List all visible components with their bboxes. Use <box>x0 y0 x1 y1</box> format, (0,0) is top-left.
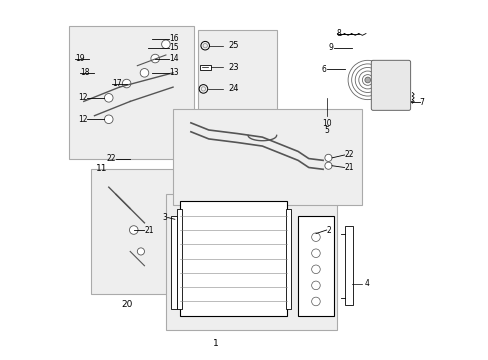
Circle shape <box>122 79 131 88</box>
Bar <box>344 226 353 305</box>
Text: 2: 2 <box>326 225 331 234</box>
Text: 1: 1 <box>213 339 218 348</box>
Text: 7: 7 <box>419 98 424 107</box>
Text: 24: 24 <box>228 84 239 93</box>
FancyBboxPatch shape <box>91 169 176 294</box>
Text: 5: 5 <box>324 126 328 135</box>
Text: 4: 4 <box>364 279 368 288</box>
Bar <box>176 208 182 309</box>
Circle shape <box>324 154 331 161</box>
Text: 8: 8 <box>336 29 340 38</box>
Text: 25: 25 <box>228 41 239 50</box>
Text: 11: 11 <box>96 164 107 173</box>
Text: 6: 6 <box>321 65 326 74</box>
Bar <box>171 216 176 309</box>
Circle shape <box>324 162 331 169</box>
Circle shape <box>311 233 320 242</box>
Text: 22: 22 <box>106 154 116 163</box>
FancyBboxPatch shape <box>198 30 276 119</box>
Circle shape <box>104 115 113 123</box>
Circle shape <box>140 68 148 77</box>
Text: 20: 20 <box>121 300 132 309</box>
FancyBboxPatch shape <box>173 109 362 205</box>
Text: 23: 23 <box>228 63 239 72</box>
Circle shape <box>311 249 320 257</box>
Circle shape <box>311 265 320 274</box>
Bar <box>180 202 287 316</box>
Text: 16: 16 <box>169 35 179 44</box>
Circle shape <box>129 226 138 234</box>
Text: 22: 22 <box>344 150 353 159</box>
Circle shape <box>151 54 159 63</box>
Circle shape <box>162 40 170 49</box>
Text: 15: 15 <box>169 43 179 52</box>
Text: 19: 19 <box>75 54 84 63</box>
Bar <box>285 208 290 309</box>
Text: 10: 10 <box>321 119 331 128</box>
FancyBboxPatch shape <box>165 194 337 330</box>
Text: 18: 18 <box>80 68 89 77</box>
FancyBboxPatch shape <box>370 60 410 111</box>
Circle shape <box>104 94 113 102</box>
Text: 13: 13 <box>169 68 179 77</box>
Text: 9: 9 <box>328 43 333 52</box>
Circle shape <box>311 281 320 290</box>
Text: 12: 12 <box>78 93 87 102</box>
Text: 21: 21 <box>344 163 353 172</box>
Circle shape <box>311 297 320 306</box>
Bar <box>200 64 210 70</box>
FancyBboxPatch shape <box>69 26 194 158</box>
Text: 3: 3 <box>163 213 167 222</box>
Circle shape <box>364 77 370 83</box>
Text: 14: 14 <box>169 54 179 63</box>
FancyBboxPatch shape <box>298 216 333 316</box>
Circle shape <box>137 248 144 255</box>
Text: 17: 17 <box>112 79 122 88</box>
Text: 21: 21 <box>144 225 154 234</box>
Text: 12: 12 <box>78 115 87 124</box>
